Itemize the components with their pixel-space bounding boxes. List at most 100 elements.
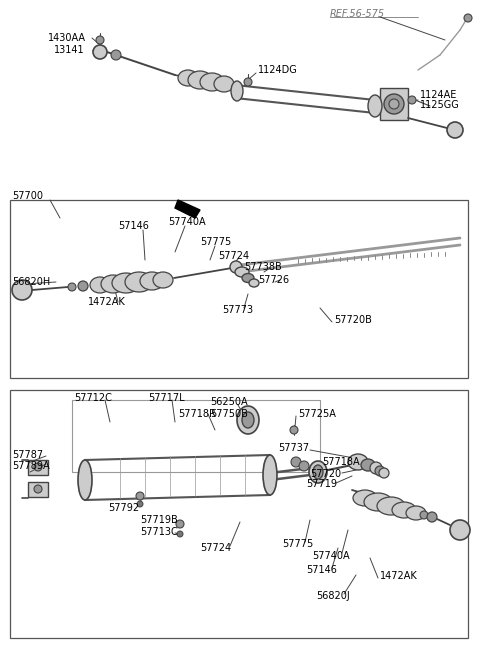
Ellipse shape [90, 277, 110, 293]
Text: 1124DG: 1124DG [258, 65, 298, 75]
Ellipse shape [242, 412, 254, 428]
Text: 57726: 57726 [258, 275, 289, 285]
Circle shape [450, 520, 470, 540]
Circle shape [12, 280, 32, 300]
Bar [28, 482, 48, 497]
Text: 57787: 57787 [12, 450, 43, 460]
Text: 56820J: 56820J [316, 591, 350, 601]
Circle shape [447, 122, 463, 138]
Text: 1124AE: 1124AE [420, 90, 457, 100]
Circle shape [464, 14, 472, 22]
Text: 57737: 57737 [278, 443, 309, 453]
Circle shape [291, 457, 301, 467]
Text: 57724: 57724 [200, 543, 231, 553]
Ellipse shape [112, 273, 140, 293]
Ellipse shape [361, 459, 375, 471]
Text: 57773: 57773 [222, 305, 253, 315]
Ellipse shape [313, 465, 323, 479]
Text: 57718A: 57718A [322, 457, 360, 467]
Ellipse shape [78, 460, 92, 500]
Text: 57718R: 57718R [178, 409, 216, 419]
Text: 57775: 57775 [282, 539, 313, 549]
Ellipse shape [188, 71, 212, 89]
Text: 57712C: 57712C [74, 393, 112, 403]
Circle shape [34, 463, 42, 471]
Text: 57724: 57724 [218, 251, 249, 261]
Circle shape [137, 501, 143, 507]
Text: 57740A: 57740A [312, 551, 349, 561]
Ellipse shape [101, 275, 125, 293]
Circle shape [370, 462, 382, 474]
Polygon shape [175, 200, 200, 218]
Circle shape [379, 468, 389, 478]
Text: 57146: 57146 [118, 221, 149, 231]
Ellipse shape [200, 73, 224, 91]
Text: 57700: 57700 [12, 191, 43, 201]
Ellipse shape [377, 497, 405, 515]
Circle shape [408, 96, 416, 104]
Text: 1472AK: 1472AK [88, 297, 126, 307]
Text: 57789A: 57789A [12, 461, 49, 471]
Bar [380, 88, 408, 120]
Bar [72, 400, 320, 472]
Ellipse shape [309, 461, 327, 483]
Text: REF.56-575: REF.56-575 [330, 9, 385, 19]
Text: 57719B: 57719B [140, 515, 178, 525]
Ellipse shape [364, 493, 392, 511]
Circle shape [68, 283, 76, 291]
Ellipse shape [140, 272, 164, 290]
Text: 1125GG: 1125GG [420, 100, 460, 110]
Ellipse shape [348, 454, 368, 470]
Circle shape [299, 461, 309, 471]
Circle shape [93, 45, 107, 59]
Text: 57720: 57720 [310, 469, 341, 479]
Bar [28, 460, 48, 475]
Text: 57725A: 57725A [298, 409, 336, 419]
Circle shape [290, 426, 298, 434]
Circle shape [78, 281, 88, 291]
Text: 57740A: 57740A [168, 217, 205, 227]
Ellipse shape [242, 273, 254, 283]
Circle shape [177, 531, 183, 537]
Text: 57738B: 57738B [244, 262, 282, 272]
Text: 57717L: 57717L [148, 393, 185, 403]
Ellipse shape [125, 272, 153, 292]
Circle shape [427, 512, 437, 522]
Text: 57146: 57146 [306, 565, 337, 575]
Circle shape [384, 94, 404, 114]
Ellipse shape [235, 267, 249, 277]
Text: 57750B: 57750B [210, 409, 248, 419]
Text: 56820H: 56820H [12, 277, 50, 287]
Circle shape [389, 99, 399, 109]
Circle shape [111, 50, 121, 60]
Circle shape [244, 78, 252, 86]
Circle shape [420, 511, 428, 519]
Circle shape [176, 520, 184, 528]
Ellipse shape [249, 279, 259, 287]
Text: 57719: 57719 [306, 479, 337, 489]
Ellipse shape [231, 81, 243, 101]
Circle shape [136, 492, 144, 500]
Ellipse shape [353, 490, 377, 506]
Ellipse shape [214, 76, 234, 92]
Ellipse shape [237, 406, 259, 434]
Ellipse shape [263, 455, 277, 495]
Bar [10, 200, 468, 378]
Text: 1472AK: 1472AK [380, 571, 418, 581]
Text: 57775: 57775 [200, 237, 231, 247]
Ellipse shape [178, 70, 198, 86]
Ellipse shape [368, 95, 382, 117]
Text: 57713C: 57713C [140, 527, 178, 537]
Text: 57792: 57792 [108, 503, 139, 513]
Text: 13141: 13141 [54, 45, 84, 55]
Ellipse shape [153, 272, 173, 288]
Bar [10, 390, 468, 638]
Text: 1430AA: 1430AA [48, 33, 86, 43]
Ellipse shape [406, 506, 426, 520]
Text: 57720B: 57720B [334, 315, 372, 325]
Circle shape [34, 485, 42, 493]
Circle shape [375, 466, 385, 476]
Circle shape [230, 261, 242, 273]
Circle shape [96, 36, 104, 44]
Text: 56250A: 56250A [210, 397, 248, 407]
